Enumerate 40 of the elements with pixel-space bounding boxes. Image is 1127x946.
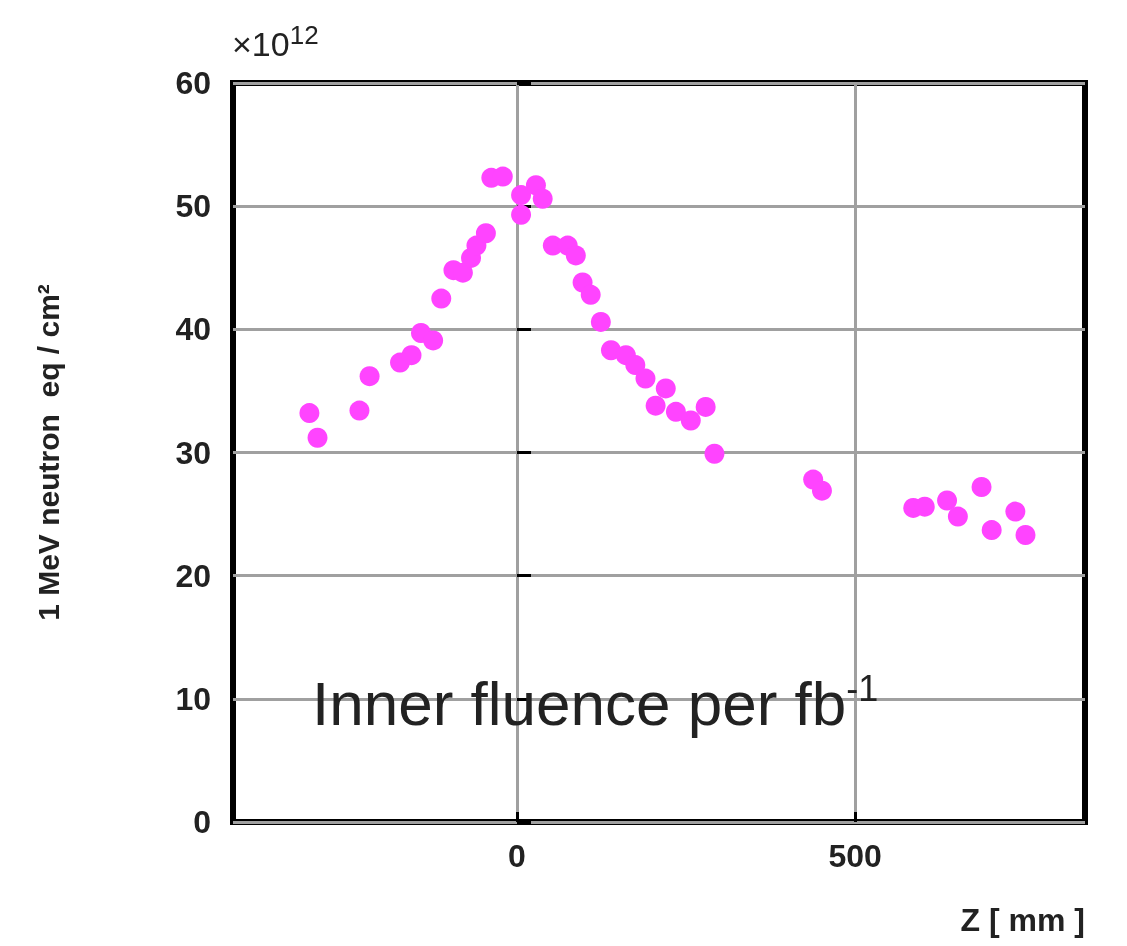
point: [625, 355, 646, 376]
point: [1005, 501, 1026, 522]
point: [580, 284, 601, 305]
y-tick-label: 30: [175, 434, 211, 471]
y-tick-label: 10: [175, 680, 211, 717]
point: [981, 520, 1002, 541]
y-tick-label: 20: [175, 557, 211, 594]
point: [645, 395, 666, 416]
point: [511, 185, 532, 206]
point: [811, 480, 832, 501]
point: [635, 368, 656, 389]
point: [590, 311, 611, 332]
y-axis-title: 1 MeV neutron eq / cm²: [31, 284, 65, 621]
point: [937, 490, 958, 511]
point: [511, 204, 532, 225]
point: [401, 345, 422, 366]
point: [565, 245, 586, 266]
point: [475, 223, 496, 244]
point: [299, 403, 320, 424]
point: [680, 410, 701, 431]
y-tick-label: 0: [193, 804, 211, 840]
point: [655, 378, 676, 399]
point: [947, 506, 968, 527]
y-tick-label: 60: [175, 65, 211, 101]
x-tick-label: 500: [828, 838, 882, 874]
point: [452, 262, 473, 283]
x-axis-title: Z [ mm ]: [960, 902, 1085, 938]
point: [423, 330, 444, 351]
point: [695, 396, 716, 417]
point: [431, 288, 452, 309]
point: [307, 427, 328, 448]
point: [349, 400, 370, 421]
point: [704, 443, 725, 464]
y-tick-label: 50: [175, 188, 211, 225]
point: [665, 401, 686, 422]
point: [532, 188, 553, 209]
point: [971, 476, 992, 497]
y-tick-label: 40: [175, 311, 211, 348]
point: [359, 366, 380, 387]
point: [1015, 525, 1036, 546]
